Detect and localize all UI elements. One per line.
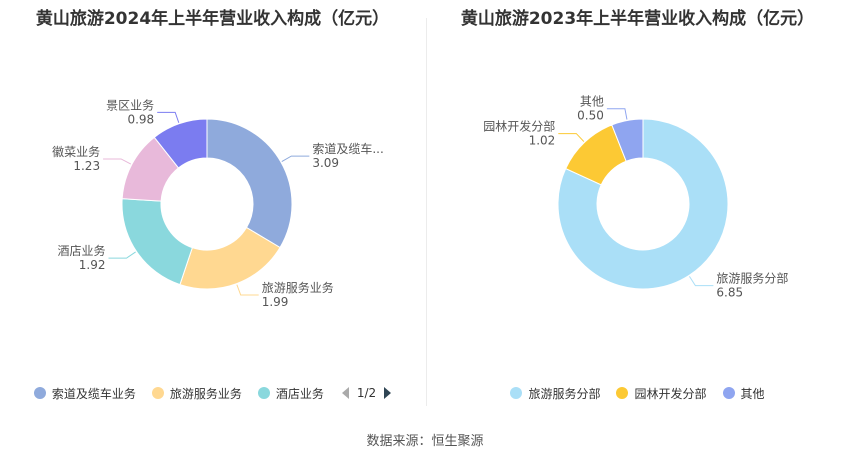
legend-item-garden-segment[interactable]: 园林开发分部 bbox=[616, 385, 707, 402]
slice-name-label: 酒店业务 bbox=[57, 243, 105, 258]
chart-2024: 黄山旅游2024年上半年营业收入构成（亿元） 索道及缆车... 3.09 旅游服务业… bbox=[0, 0, 425, 410]
legend-item-other[interactable]: 其他 bbox=[722, 385, 765, 402]
chart-title-2024: 黄山旅游2024年上半年营业收入构成（亿元） bbox=[35, 9, 390, 29]
label-leader-line bbox=[281, 155, 310, 162]
legend-marker bbox=[33, 387, 46, 399]
slice-name-label: 景区业务 bbox=[106, 97, 154, 112]
panel-divider bbox=[426, 18, 427, 406]
slice-value-label: 1.02 bbox=[529, 134, 556, 148]
label-leader-line bbox=[558, 133, 585, 142]
legend-item-tourism-segment[interactable]: 旅游服务分部 bbox=[510, 385, 600, 402]
slice-name-label: 其他 bbox=[580, 95, 604, 109]
pie-slice[interactable] bbox=[121, 198, 193, 286]
slice-name-label: 旅游服务业务 bbox=[262, 280, 334, 295]
legend-item-cableway[interactable]: 索道及缆车业务 bbox=[33, 385, 136, 402]
pie-slice[interactable] bbox=[206, 118, 293, 249]
legend-marker bbox=[257, 387, 270, 399]
pie-slice[interactable] bbox=[153, 118, 208, 169]
pie-slice[interactable] bbox=[611, 118, 644, 162]
label-leader-line bbox=[103, 158, 132, 165]
legend-label: 酒店业务 bbox=[275, 386, 324, 401]
slice-value-label: 1.92 bbox=[79, 258, 106, 272]
pie-slice[interactable] bbox=[557, 118, 729, 290]
legend-label: 其他 bbox=[740, 386, 765, 401]
slice-value-label: 0.98 bbox=[127, 112, 154, 126]
legend-label: 园林开发分部 bbox=[634, 386, 707, 401]
label-leader-line bbox=[108, 251, 136, 259]
slice-name-label: 徽菜业务 bbox=[52, 144, 100, 159]
slice-value-label: 3.09 bbox=[312, 156, 339, 170]
legend-pager: 1/2 bbox=[341, 386, 392, 400]
slice-value-label: 1.23 bbox=[73, 159, 100, 173]
slice-value-label: 6.85 bbox=[716, 286, 743, 300]
legend-marker bbox=[151, 387, 164, 399]
next-page-icon[interactable] bbox=[384, 387, 392, 399]
legend-marker bbox=[510, 387, 523, 399]
label-leader-line bbox=[689, 276, 714, 287]
legend-page-indicator: 1/2 bbox=[356, 386, 377, 400]
data-source: 数据来源：恒生聚源 bbox=[366, 434, 484, 449]
slice-name-label: 园林开发分部 bbox=[483, 119, 555, 134]
legend-marker bbox=[616, 387, 629, 399]
legend-label: 旅游服务业务 bbox=[169, 386, 242, 401]
slice-value-label: 0.50 bbox=[577, 109, 604, 123]
legend-label: 旅游服务分部 bbox=[528, 386, 601, 401]
legend-item-hotel[interactable]: 酒店业务 bbox=[257, 385, 324, 402]
slice-name-label: 旅游服务分部 bbox=[716, 271, 788, 286]
chart-2023: 黄山旅游2023年上半年营业收入构成（亿元） 旅游服务分部 6.85 园林开发分部 1… bbox=[425, 0, 850, 410]
chart-title-2023: 黄山旅游2023年上半年营业收入构成（亿元） bbox=[460, 9, 815, 29]
legend-2024: 索道及缆车业务 旅游服务业务 酒店业务 1/2 bbox=[0, 382, 425, 404]
legend-item-tourism-service[interactable]: 旅游服务业务 bbox=[151, 385, 242, 402]
previous-page-icon[interactable] bbox=[341, 387, 349, 399]
label-leader-line bbox=[157, 111, 180, 123]
slice-value-label: 1.99 bbox=[262, 295, 289, 309]
legend-2023: 旅游服务分部 园林开发分部 其他 bbox=[425, 382, 850, 404]
label-leader-line bbox=[236, 284, 259, 296]
legend-label: 索道及缆车业务 bbox=[51, 386, 136, 401]
legend-marker bbox=[722, 387, 735, 399]
slice-name-label: 索道及缆车... bbox=[312, 141, 383, 156]
label-leader-line bbox=[606, 108, 628, 120]
